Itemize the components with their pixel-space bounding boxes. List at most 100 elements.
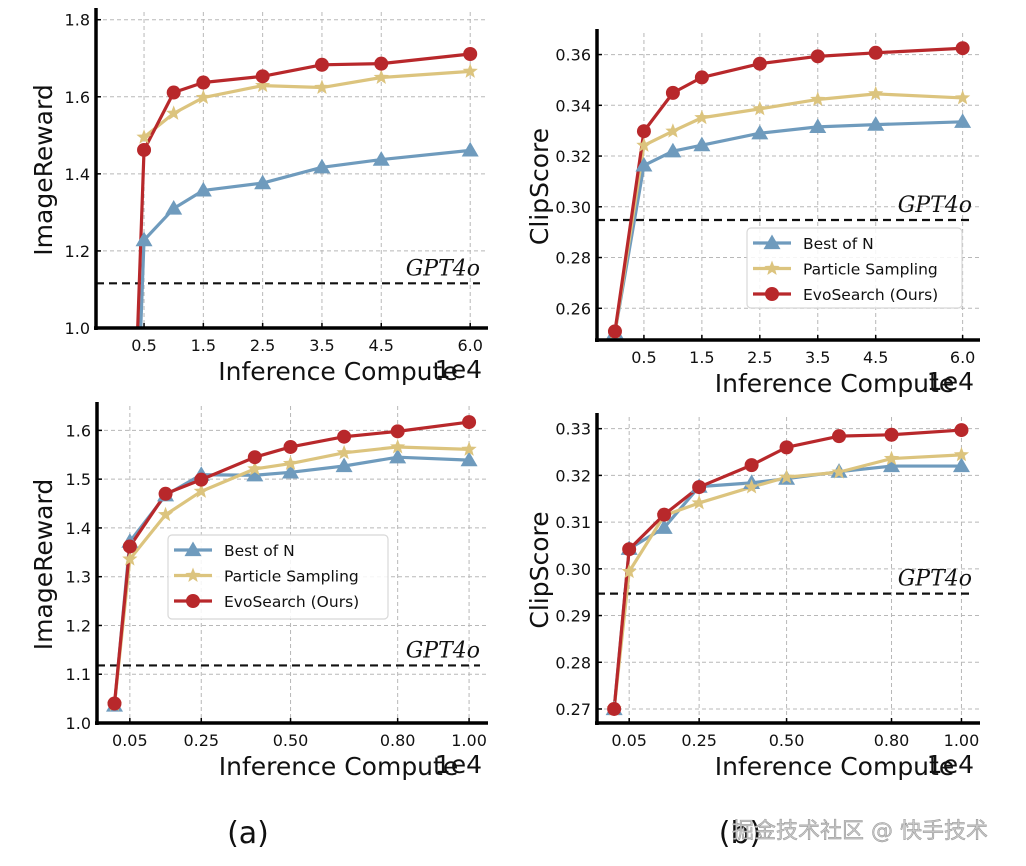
- x-axis-title: Inference Compute: [219, 752, 458, 781]
- data-point: [665, 85, 680, 100]
- x-axis-title: Inference Compute: [715, 752, 954, 781]
- x-tick-label: 6.0: [457, 336, 482, 355]
- caption-b: (b): [719, 816, 761, 851]
- data-point: [158, 486, 173, 501]
- y-tick-label: 1.6: [66, 421, 91, 440]
- x-tick-label: 0.5: [131, 336, 156, 355]
- data-point: [752, 100, 768, 116]
- y-axis-title: ClipScore: [525, 128, 554, 245]
- x-tick-label: 3.5: [309, 336, 334, 355]
- series-line-evosearch-ours: [613, 46, 963, 332]
- legend-label: Best of N: [224, 542, 295, 560]
- data-point: [832, 429, 847, 444]
- data-point: [194, 472, 209, 487]
- x-tick-label: 6.0: [950, 348, 975, 367]
- data-point: [462, 415, 477, 430]
- y-tick-label: 0.30: [555, 560, 591, 579]
- data-point: [779, 440, 794, 455]
- data-point: [460, 451, 478, 467]
- x-tick-label: 3.5: [805, 348, 830, 367]
- circle-marker-icon: [186, 594, 200, 608]
- legend-item: Particle Sampling: [174, 567, 359, 586]
- legend-item: Best of N: [174, 541, 295, 560]
- x-tick-label: 0.5: [631, 348, 656, 367]
- data-point: [954, 423, 969, 438]
- y-tick-label: 0.33: [555, 420, 591, 439]
- triangle-marker-icon: [184, 541, 202, 557]
- legend: Best of N Particle Sampling EvoSearch (Our…: [746, 227, 963, 309]
- data-point: [247, 450, 262, 465]
- data-point: [691, 494, 707, 510]
- x-tick-label: 0.05: [112, 731, 148, 750]
- data-point: [778, 469, 795, 484]
- y-tick-label: 1.4: [65, 165, 90, 184]
- data-point: [336, 444, 352, 460]
- x-axis-title: Inference Compute: [715, 369, 954, 398]
- data-point: [883, 450, 900, 466]
- data-point: [462, 63, 478, 78]
- data-point: [751, 124, 769, 140]
- y-tick-label: 0.29: [555, 607, 591, 626]
- data-point: [157, 506, 174, 522]
- data-point: [390, 438, 406, 454]
- data-point: [955, 41, 970, 56]
- y-tick-label: 1.5: [66, 470, 91, 489]
- y-tick-label: 0.28: [555, 249, 591, 268]
- star-marker-icon: [185, 567, 201, 582]
- legend-label: Particle Sampling: [803, 261, 938, 279]
- reference-label: GPT4o: [898, 193, 972, 218]
- y-tick-label: 1.8: [65, 11, 90, 30]
- data-point: [955, 89, 971, 105]
- data-point: [636, 124, 651, 139]
- data-point: [166, 105, 182, 120]
- data-point: [657, 507, 672, 522]
- chart-bottom-left: GPT4o 1.0 1.1 1.2 1.3 1.4 1.5 1.6 0.05 0.25 0.50 0.…: [29, 402, 488, 781]
- data-point: [621, 563, 637, 579]
- data-point: [868, 85, 884, 101]
- data-point: [461, 141, 479, 157]
- x-tick-label: 4.5: [863, 348, 888, 367]
- data-point: [335, 457, 353, 473]
- data-point: [255, 69, 270, 84]
- data-point: [195, 89, 211, 105]
- data-point: [664, 142, 682, 158]
- data-point: [607, 701, 622, 716]
- y-tick-label: 0.36: [555, 46, 591, 65]
- data-point: [374, 56, 389, 71]
- y-tick-label: 1.0: [65, 319, 90, 338]
- chart-bottom-right: GPT4o 0.27 0.28 0.29 0.30 0.31 0.32 0.33 0.05 0.2…: [525, 413, 980, 781]
- data-point: [744, 458, 759, 473]
- chart-top-left: GPT4o 1.0 1.2 1.4 1.6 1.8 0.5 1.5 2.5 3.5 4.5 6.0In…: [29, 8, 488, 386]
- y-tick-label: 1.1: [66, 665, 91, 684]
- data-point: [136, 129, 152, 144]
- legend-item: Particle Sampling: [753, 260, 938, 279]
- x-axis-offset-label: 1e4: [927, 367, 974, 396]
- y-axis-title: ImageReward: [29, 479, 58, 650]
- data-point: [636, 137, 652, 152]
- y-tick-label: 0.27: [555, 700, 591, 719]
- data-point: [246, 466, 264, 482]
- data-point: [255, 77, 271, 93]
- series-line-best-of-n: [613, 120, 963, 333]
- data-point: [166, 85, 181, 100]
- data-point: [884, 427, 899, 442]
- triangle-marker-icon: [763, 234, 781, 250]
- data-point: [622, 542, 637, 557]
- circle-marker-icon: [765, 287, 779, 301]
- x-tick-label: 0.80: [380, 731, 416, 750]
- x-tick-label: 0.80: [874, 731, 910, 750]
- x-tick-label: 1.00: [944, 731, 980, 750]
- chart-top-right: GPT4o 0.26 0.28 0.30 0.32 0.34 0.36 0.5 1.5 2.5 3.…: [525, 29, 980, 398]
- y-axis-title: ImageReward: [29, 84, 58, 255]
- series-group: [135, 47, 479, 328]
- data-point: [193, 483, 209, 498]
- reference-label: GPT4o: [406, 256, 480, 281]
- y-axis-title: ClipScore: [525, 511, 554, 628]
- data-point: [868, 45, 883, 60]
- series-line-best-of-n: [139, 148, 471, 328]
- x-tick-label: 0.50: [273, 731, 309, 750]
- legend-item: EvoSearch (Ours): [753, 286, 938, 304]
- x-tick-label: 1.5: [689, 348, 714, 367]
- data-point: [867, 116, 885, 131]
- data-point: [831, 464, 847, 479]
